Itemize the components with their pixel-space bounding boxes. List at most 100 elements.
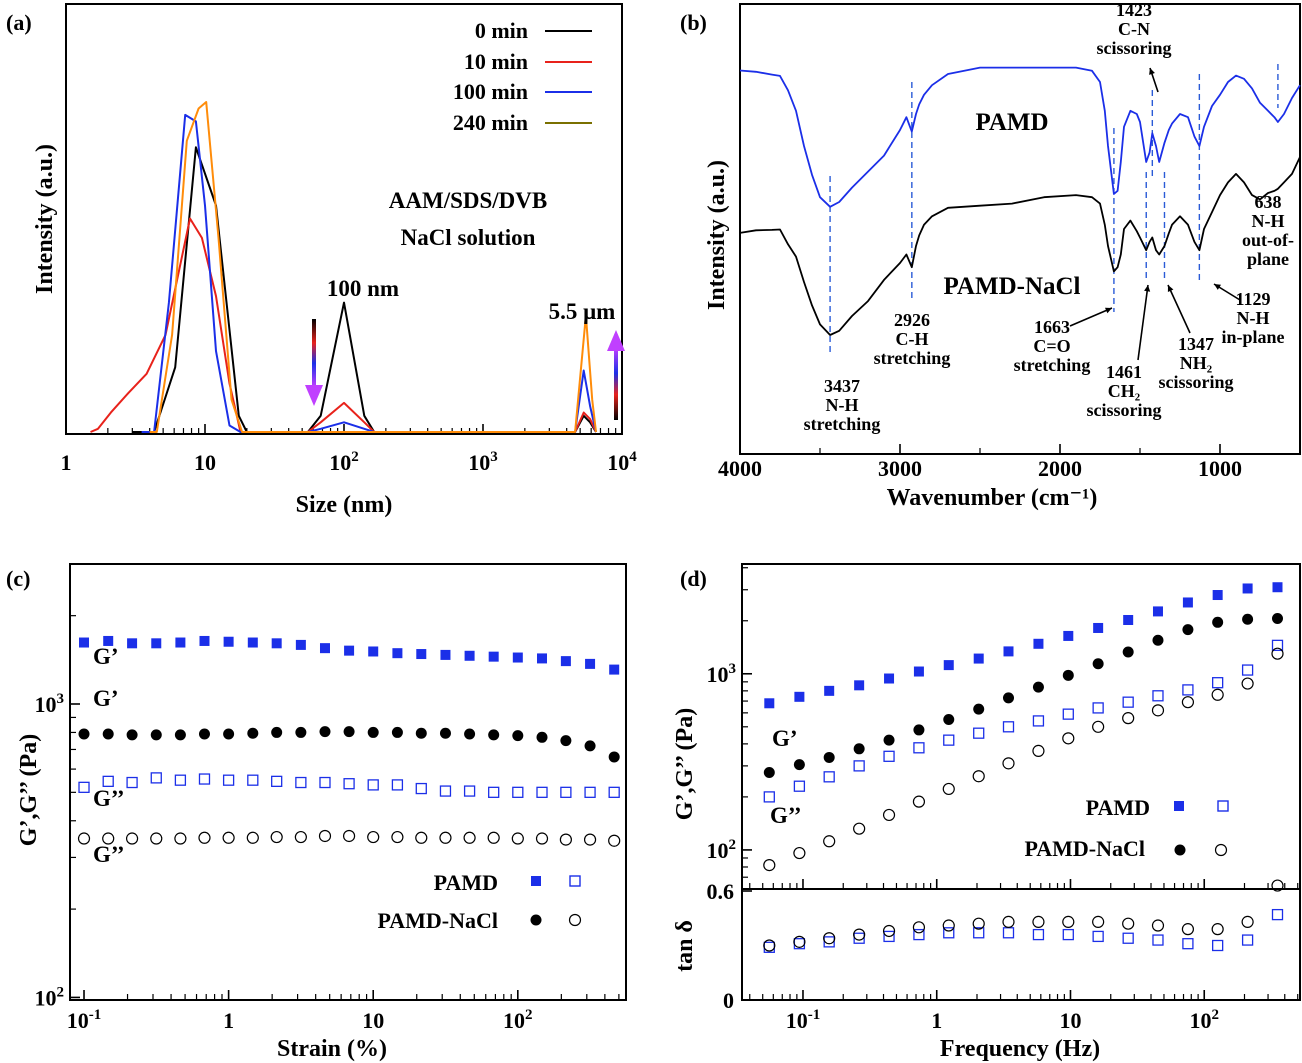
panel-a-peak-100nm-label: 100 nm — [327, 276, 399, 301]
panel-b-x-ticks: 4000 3000 2000 1000 — [718, 444, 1301, 481]
point-pamd-g2 — [608, 786, 620, 798]
tan-delta-point-pamd-nacl — [1032, 915, 1045, 928]
point-pamd-nacl-g2 — [222, 831, 235, 844]
tan-delta-point-pamd — [1062, 928, 1074, 941]
tan-delta-point-pamd — [853, 932, 865, 944]
point-pamd-g2 — [271, 775, 283, 787]
point-pamd-nacl-g2 — [793, 846, 806, 860]
point-pamd-nacl-g1 — [1092, 658, 1104, 670]
y-tick-label: 102 — [707, 837, 737, 863]
tan-delta-point-pamd — [1122, 932, 1134, 944]
panel-d-frame — [741, 563, 1301, 1001]
point-pamd-g2 — [1002, 721, 1015, 733]
y-tick-label: 103 — [707, 661, 737, 687]
tan-delta-point-pamd-nacl — [1151, 919, 1165, 932]
x-tick-label: 1 — [931, 1008, 942, 1033]
panel-b-y-axis-label: Intensity (a.u.) — [704, 160, 730, 310]
tan-delta-point-pamd — [1241, 934, 1254, 946]
point-pamd-nacl-g2 — [853, 822, 866, 835]
panel-b-series — [739, 66, 1301, 336]
point-pamd-nacl-g2 — [77, 832, 91, 845]
point-pamd-nacl-g1 — [439, 727, 451, 739]
point-pamd-nacl-g1 — [536, 731, 548, 743]
point-pamd-g2 — [247, 774, 259, 786]
panel-c-y-axis-label: G’,G’’ (Pa) — [16, 734, 42, 846]
point-pamd-g1 — [537, 653, 548, 664]
x-tick-label: 2000 — [1038, 456, 1082, 481]
tan-delta-tick-label: 0.6 — [707, 879, 735, 904]
legend-marker-pamd-g1 — [531, 876, 541, 886]
tan-delta-point-pamd-nacl — [853, 928, 866, 941]
panel-d-x-axis-label: Frequency (Hz) — [940, 1036, 1100, 1062]
point-pamd-nacl-g1 — [391, 726, 403, 738]
point-pamd-g2 — [1062, 708, 1074, 720]
band-label-1461: CH₂ — [1108, 381, 1140, 401]
panel-a: (a) Size (nm) Intensity (a.u.) 1 10 102 103… — [6, 3, 637, 518]
point-pamd-g2 — [78, 781, 90, 793]
band-label-1347: scissoring — [1158, 372, 1233, 392]
tan-delta-point-pamd — [973, 927, 985, 939]
point-pamd-nacl-g2 — [150, 832, 163, 845]
arrow-up-icon — [607, 330, 625, 420]
tan-delta-point-pamd — [883, 930, 895, 943]
tan-delta-point-pamd-nacl — [1271, 879, 1284, 892]
point-pamd-nacl-g1 — [913, 724, 925, 736]
point-pamd-nacl-g1 — [560, 735, 572, 747]
panel-d-label: (d) — [680, 566, 707, 591]
point-pamd-g2 — [823, 771, 835, 783]
point-pamd-nacl-g2 — [415, 831, 428, 844]
point-pamd-nacl-g2 — [198, 831, 211, 844]
point-pamd-g1 — [609, 664, 620, 675]
band-label-1663: stretching — [1014, 355, 1091, 375]
tan-delta-point-pamd-nacl — [1211, 923, 1224, 936]
tan-delta-point-pamd — [943, 927, 955, 939]
panel-c-curve-label-g2-nacl: G’’ — [93, 842, 125, 867]
point-pamd-nacl-g2 — [1032, 744, 1045, 757]
legend-entry-pamd-nacl: PAMD-NaCl — [1024, 836, 1145, 861]
point-pamd-g1 — [247, 637, 258, 648]
panel-c: (c) Strain (%) G’,G’’ (Pa) 10-1 1 10 102 102… — [6, 563, 627, 1062]
legend-marker-nacl-g2 — [1214, 843, 1228, 857]
point-pamd-g2 — [1092, 702, 1104, 714]
point-pamd-nacl-g1 — [823, 751, 835, 763]
point-pamd-g2 — [488, 786, 500, 798]
point-pamd-g1 — [368, 646, 379, 657]
panel-d-y-axis-label: G’,G’’ (Pa) — [672, 708, 698, 820]
panel-d: (d) Frequency (Hz) G’,G’’ (Pa) tan δ 10-… — [672, 563, 1301, 1062]
arrowhead-icon — [1167, 285, 1174, 292]
point-pamd-g1 — [1272, 582, 1283, 593]
point-pamd-g2 — [150, 772, 162, 784]
point-pamd-g1 — [764, 698, 775, 709]
legend-entry-240min: 240 min — [453, 110, 528, 135]
point-pamd-g2 — [560, 786, 572, 798]
x-tick-label: 103 — [468, 449, 498, 475]
x-tick-label: 102 — [329, 449, 359, 475]
point-pamd-nacl-g1 — [584, 740, 596, 752]
point-pamd-g2 — [536, 786, 548, 798]
point-pamd-g1 — [271, 638, 282, 649]
point-pamd-nacl-g1 — [102, 728, 114, 740]
point-pamd-g1 — [973, 653, 984, 664]
panel-c-legend: PAMD PAMD-NaCl — [377, 870, 582, 933]
point-pamd-g1 — [585, 658, 596, 669]
point-pamd-g1 — [223, 636, 234, 647]
point-pamd-nacl-g2 — [367, 830, 380, 844]
arrowhead-icon — [1105, 307, 1112, 314]
point-pamd-nacl-g1 — [1242, 613, 1254, 625]
panel-d-curve-label-g1: G’ — [772, 726, 798, 751]
point-pamd-nacl-g1 — [198, 728, 210, 740]
panel-d-curve-label-g2: G’’ — [770, 803, 802, 828]
point-pamd-nacl-g2 — [439, 831, 452, 844]
panel-c-curve-label-g1-nacl: G’ — [93, 686, 119, 711]
point-pamd-nacl-g2 — [1211, 688, 1224, 701]
point-pamd-g2 — [126, 776, 138, 789]
point-pamd-nacl-g2 — [608, 834, 621, 847]
point-pamd-nacl-g1 — [883, 734, 895, 746]
point-pamd-nacl-g2 — [1092, 720, 1105, 733]
x-tick-label: 104 — [607, 449, 637, 475]
point-pamd-nacl-g1 — [1032, 681, 1044, 693]
point-pamd-nacl-g2 — [912, 795, 926, 808]
point-pamd-g2 — [415, 782, 427, 795]
point-pamd-nacl-g2 — [583, 833, 597, 846]
